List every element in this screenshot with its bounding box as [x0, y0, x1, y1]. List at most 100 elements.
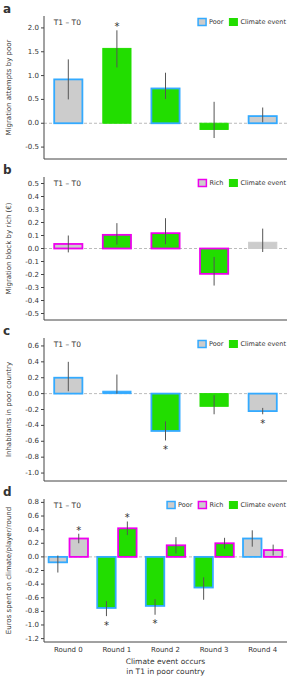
x-tick-label: Round 3 — [200, 646, 229, 654]
y-tick-label: -0.6 — [25, 594, 39, 602]
y-tick — [41, 147, 44, 148]
panel: -1.0-0.8-0.6-0.4-0.20.00.20.40.6**Inhabi… — [3, 324, 287, 481]
y-tick-label: -0.4 — [25, 297, 39, 305]
error-bar — [273, 545, 274, 556]
x-tick-label: Round 4 — [248, 646, 277, 654]
y-tick — [41, 570, 44, 571]
legend-item: Climate event — [229, 501, 286, 509]
y-tick — [41, 543, 44, 544]
y-tick — [41, 624, 44, 625]
x-axis-line — [44, 481, 287, 482]
y-tick-label: -1.0 — [25, 621, 39, 629]
legend: Poor Rich Climate event — [167, 501, 286, 509]
y-tick-label: -0.8 — [25, 453, 39, 461]
legend-swatch — [198, 180, 206, 187]
legend: Poor Climate event — [198, 18, 286, 26]
marks — [54, 218, 277, 285]
error-bar — [155, 599, 156, 615]
marks — [49, 521, 283, 616]
y-tick-label: 0.6 — [28, 342, 40, 350]
error-bar — [262, 408, 263, 414]
y-tick — [41, 516, 44, 517]
y-tick — [41, 248, 44, 249]
figure: -0.50.00.51.01.52.0*Migration attempts b… — [0, 0, 295, 685]
legend-item: Poor — [167, 501, 193, 509]
y-tick-label: 0.2 — [28, 539, 39, 547]
legend-label: Climate event — [240, 18, 286, 26]
error-bar — [203, 577, 204, 599]
legend-item: Poor — [198, 340, 224, 348]
y-tick-label: -0.5 — [25, 143, 39, 151]
y-tick — [41, 235, 44, 236]
error-bar — [252, 530, 253, 546]
marks — [54, 362, 277, 441]
error-bar — [106, 601, 107, 616]
y-tick — [41, 261, 44, 262]
y-tick — [41, 51, 44, 52]
y-axis-label: Euros spent on climate/player/round — [5, 507, 13, 634]
y-tick-label: 0.1 — [28, 232, 39, 240]
error-bar — [68, 236, 69, 253]
y-tick-label: 0.2 — [28, 374, 39, 382]
y-tick — [41, 393, 44, 394]
error-bar — [262, 108, 263, 123]
y-axis-label: Migration attempts by poor — [5, 39, 13, 135]
y-tick-label: -1.2 — [25, 635, 39, 643]
y-tick — [41, 183, 44, 184]
title: T1 – T0 — [53, 340, 81, 349]
y-tick-label: -0.2 — [25, 567, 39, 575]
legend-label: Rich — [209, 179, 223, 187]
legend-swatch — [198, 341, 206, 348]
y-tick — [41, 274, 44, 275]
annotation: * — [104, 620, 109, 631]
y-tick-label: -0.6 — [25, 437, 39, 445]
y-tick — [41, 345, 44, 346]
y-tick — [41, 502, 44, 503]
y-tick — [41, 457, 44, 458]
y-tick — [41, 584, 44, 585]
x-axis-line — [44, 159, 287, 160]
y-axis-line — [44, 16, 45, 159]
title: T1 – T0 — [53, 501, 81, 510]
y-tick-label: -0.2 — [25, 406, 39, 414]
legend-item: Climate event — [229, 18, 286, 26]
x-tick-label: Round 2 — [151, 646, 180, 654]
legend: Poor Climate event — [198, 340, 286, 348]
title: T1 – T0 — [53, 179, 81, 188]
legend-swatch — [229, 180, 237, 187]
annotation: * — [114, 21, 119, 32]
y-tick-label: -0.4 — [25, 421, 39, 429]
title: T1 – T0 — [53, 18, 81, 27]
y-tick-label: 0.3 — [28, 206, 39, 214]
legend-swatch — [198, 502, 206, 509]
error-bar — [116, 375, 117, 394]
error-bar — [175, 537, 176, 553]
y-tick-label: 0.5 — [28, 95, 39, 103]
y-tick — [41, 287, 44, 288]
error-bar — [165, 421, 166, 440]
error-bar — [214, 395, 215, 414]
y-axis-label: Migration block by rich (€) — [5, 202, 13, 294]
legend-label: Poor — [178, 501, 193, 509]
y-tick — [41, 222, 44, 223]
y-tick-label: 0.4 — [28, 193, 40, 201]
error-bar — [224, 538, 225, 549]
error-bar — [165, 218, 166, 244]
legend-label: Climate event — [240, 340, 286, 348]
y-tick-label: 1.5 — [28, 48, 39, 56]
panel: -0.50.00.51.01.52.0*Migration attempts b… — [3, 2, 287, 159]
annotation: * — [153, 618, 158, 629]
legend-swatch — [167, 502, 175, 509]
y-tick-label: 1.0 — [28, 72, 39, 80]
y-tick — [41, 196, 44, 197]
y-tick-label: 0.4 — [28, 526, 40, 534]
y-tick — [41, 300, 44, 301]
y-tick — [41, 473, 44, 474]
annotation: * — [163, 444, 168, 455]
x-axis-label-line: in T1 in poor country — [126, 667, 205, 676]
legend-label: Poor — [209, 18, 224, 26]
y-tick-label: -1.0 — [25, 469, 39, 477]
y-tick-label: 0.4 — [28, 358, 40, 366]
legend-label: Rich — [209, 501, 223, 509]
x-tick-label: Round 1 — [102, 646, 131, 654]
